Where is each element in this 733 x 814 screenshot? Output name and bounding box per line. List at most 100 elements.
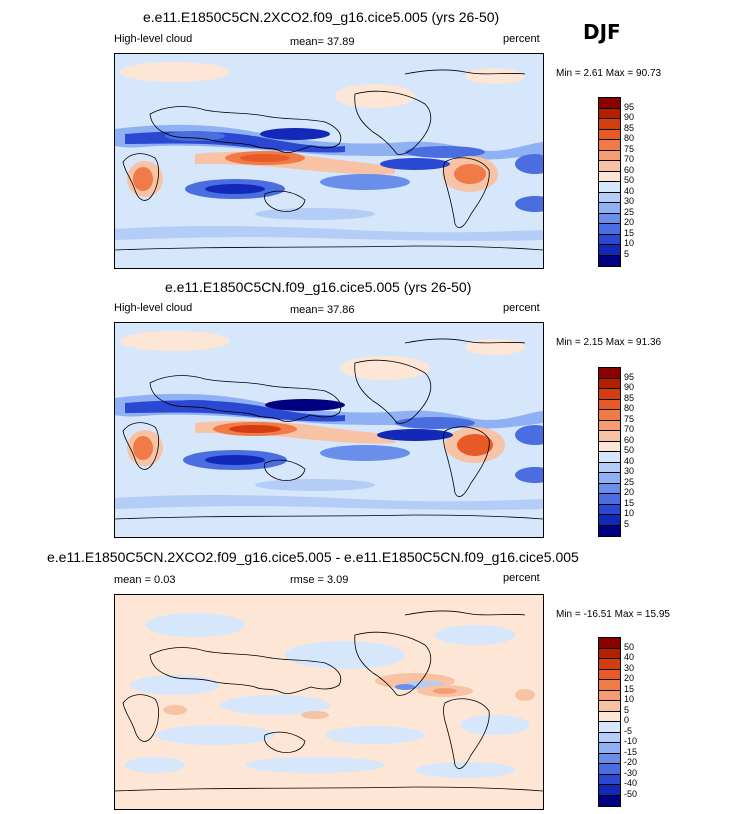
colorbar-swatch xyxy=(599,441,620,452)
colorbar-swatch xyxy=(599,753,620,764)
colorbar-tick-label: -50 xyxy=(624,788,638,799)
colorbar-swatch xyxy=(599,452,620,463)
colorbar-tick-label: -40 xyxy=(624,778,638,788)
colorbar-tick-label: 85 xyxy=(624,392,635,403)
panel-2-title: e.e11.E1850C5CN.f09_g16.cice5.005 (yrs 2… xyxy=(165,279,472,295)
colorbar-swatch xyxy=(599,255,620,266)
colorbar-tick-label: 60 xyxy=(624,164,635,175)
colorbar-tick-label: 80 xyxy=(624,403,635,413)
colorbar-swatch xyxy=(599,504,620,515)
panel-2-colorbar xyxy=(598,367,621,537)
colorbar-swatch xyxy=(599,431,620,442)
panel-3-minmax: Min = -16.51 Max = 15.95 xyxy=(556,609,670,620)
colorbar-swatch xyxy=(599,182,620,193)
colorbar-swatch xyxy=(599,659,620,670)
colorbar-swatch xyxy=(599,224,620,235)
colorbar-tick-label: 70 xyxy=(624,424,635,434)
colorbar-swatch xyxy=(599,648,620,659)
colorbar-swatch xyxy=(599,743,620,754)
colorbar-tick-label: 70 xyxy=(624,154,635,164)
panel-1-units-label: percent xyxy=(503,33,540,45)
colorbar-tick-label: 0 xyxy=(624,715,630,725)
colorbar-tick-label: 15 xyxy=(624,497,635,508)
panel-2-map xyxy=(114,322,544,538)
colorbar-swatch xyxy=(599,389,620,400)
colorbar-tick-label: 5 xyxy=(624,518,630,529)
colorbar-swatch xyxy=(599,245,620,256)
colorbar-swatch xyxy=(599,171,620,182)
colorbar-tick-label: 75 xyxy=(624,143,635,154)
panel-3-mean-label: mean = 0.03 xyxy=(114,574,176,586)
colorbar-swatch xyxy=(599,722,620,733)
colorbar-tick-label: 20 xyxy=(624,487,635,497)
colorbar-swatch xyxy=(599,150,620,161)
colorbar-swatch xyxy=(599,410,620,421)
colorbar-swatch xyxy=(599,129,620,140)
panel-2-variable-label: High-level cloud xyxy=(114,302,193,314)
colorbar-tick-label: 20 xyxy=(624,673,635,683)
colorbar-swatch xyxy=(599,483,620,494)
colorbar-swatch xyxy=(599,420,620,431)
colorbar-swatch xyxy=(599,473,620,484)
colorbar-swatch xyxy=(599,785,620,796)
colorbar-tick-label: -30 xyxy=(624,767,638,778)
colorbar-swatch xyxy=(599,234,620,245)
colorbar-tick-label: 25 xyxy=(624,476,635,487)
panel-1-title: e.e11.E1850C5CN.2XCO2.f09_g16.cice5.005 … xyxy=(143,9,500,25)
panel-2-units-label: percent xyxy=(503,302,540,314)
colorbar-swatch xyxy=(599,119,620,130)
colorbar-tick-label: 75 xyxy=(624,413,635,424)
colorbar-swatch xyxy=(599,192,620,203)
colorbar-swatch xyxy=(599,795,620,806)
colorbar-swatch xyxy=(599,669,620,680)
colorbar-tick-label: 5 xyxy=(624,704,630,715)
colorbar-tick-label: 40 xyxy=(624,652,635,662)
colorbar-swatch xyxy=(599,203,620,214)
colorbar-tick-label: 20 xyxy=(624,217,635,227)
colorbar-swatch xyxy=(599,515,620,526)
colorbar-tick-label: 5 xyxy=(624,248,630,259)
colorbar-tick-label: 60 xyxy=(624,434,635,445)
colorbar-tick-label: -10 xyxy=(624,736,638,746)
colorbar-swatch xyxy=(599,764,620,775)
panel-3-title: e.e11.E1850C5CN.2XCO2.f09_g16.cice5.005 … xyxy=(47,549,579,565)
colorbar-tick-label: -15 xyxy=(624,746,638,757)
colorbar-tick-label: 15 xyxy=(624,227,635,238)
panel-2-colorbar-labels: 95 90 85 80 75 70 60 50 40 30 25 20 15 10 5 xyxy=(624,367,654,535)
colorbar-swatch xyxy=(599,140,620,151)
colorbar-tick-label: 50 xyxy=(624,445,635,455)
colorbar-tick-label: 50 xyxy=(624,175,635,185)
colorbar-tick-label: -20 xyxy=(624,757,638,767)
panel-1-variable-label: High-level cloud xyxy=(114,33,193,45)
colorbar-tick-label: 15 xyxy=(624,683,635,694)
colorbar-tick-label: 40 xyxy=(624,185,635,196)
colorbar-swatch xyxy=(599,525,620,536)
colorbar-tick-label: 10 xyxy=(624,694,635,704)
colorbar-swatch xyxy=(599,711,620,722)
panel-1-colorbar-labels: 95 90 85 80 75 70 60 50 40 30 25 20 15 10 5 xyxy=(624,97,654,265)
colorbar-swatch xyxy=(599,638,620,649)
panel-3-map xyxy=(114,594,544,810)
colorbar-swatch xyxy=(599,213,620,224)
panel-3-rmse-label: rmse = 3.09 xyxy=(290,574,349,586)
season-label: DJF xyxy=(583,20,621,44)
colorbar-swatch xyxy=(599,399,620,410)
colorbar-swatch xyxy=(599,774,620,785)
colorbar-tick-label: 40 xyxy=(624,455,635,466)
panel-2-mean-label: mean= 37.86 xyxy=(290,304,355,316)
colorbar-tick-label: 90 xyxy=(624,112,635,122)
colorbar-tick-label: 30 xyxy=(624,196,635,206)
panel-1-colorbar xyxy=(598,97,621,267)
colorbar-tick-label: 10 xyxy=(624,508,635,518)
colorbar-tick-label: 90 xyxy=(624,382,635,392)
colorbar-tick-label: -5 xyxy=(624,725,633,736)
colorbar-swatch xyxy=(599,701,620,712)
colorbar-tick-label: 95 xyxy=(624,101,635,112)
colorbar-swatch xyxy=(599,732,620,743)
colorbar-swatch xyxy=(599,98,620,109)
colorbar-swatch xyxy=(599,462,620,473)
colorbar-tick-label: 95 xyxy=(624,371,635,382)
colorbar-tick-label: 30 xyxy=(624,466,635,476)
colorbar-swatch xyxy=(599,368,620,379)
panel-2-minmax: Min = 2.15 Max = 91.36 xyxy=(556,337,662,348)
